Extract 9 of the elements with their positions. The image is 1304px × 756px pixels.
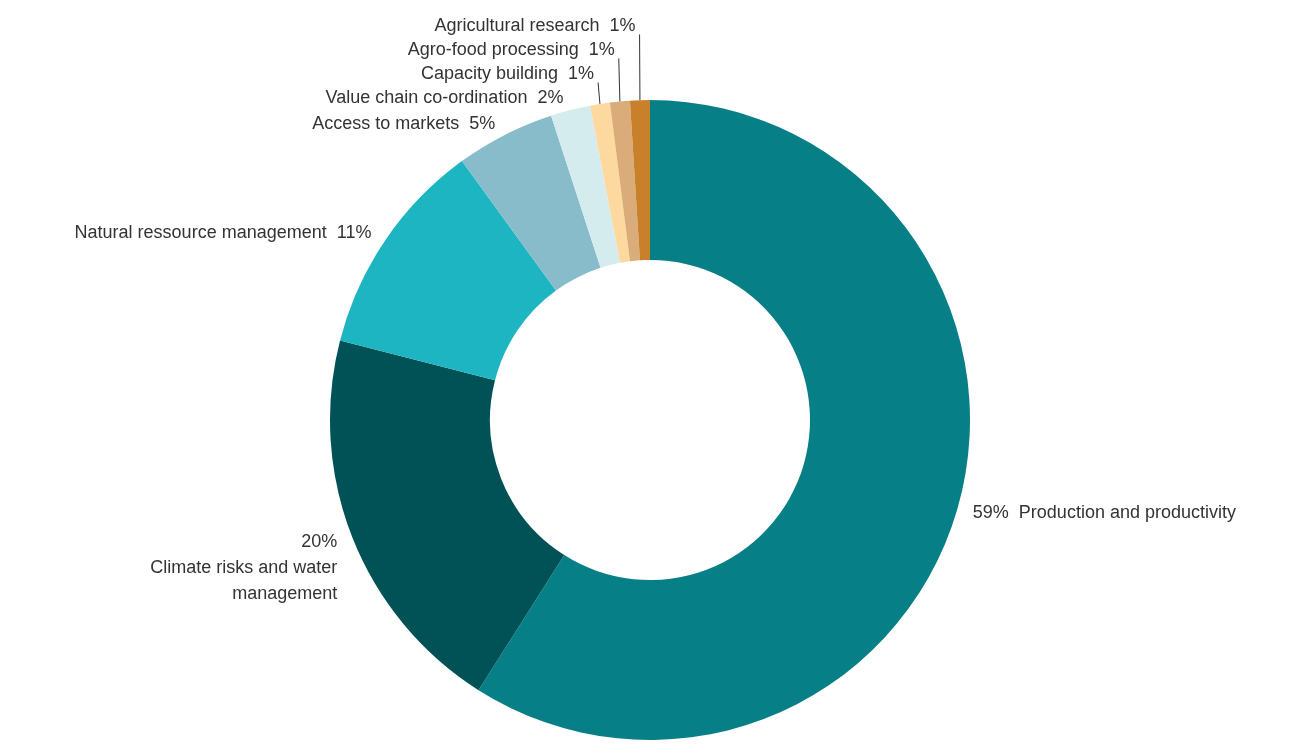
slice-label: Access to markets 5% (312, 113, 496, 134)
slice-label: Value chain co-ordination 2% (325, 87, 564, 108)
slice-label: Agricultural research 1% (434, 15, 636, 36)
slice-label: Natural ressource management 11% (74, 222, 372, 243)
data-label: 20% (301, 531, 338, 552)
slice-label: Agro-food processing 1% (407, 39, 615, 60)
slice-label: Climate risks and water management (150, 557, 338, 604)
slice-label: Capacity building 1% (420, 63, 595, 84)
slice-label: 59% Production and productivity (972, 501, 1236, 522)
